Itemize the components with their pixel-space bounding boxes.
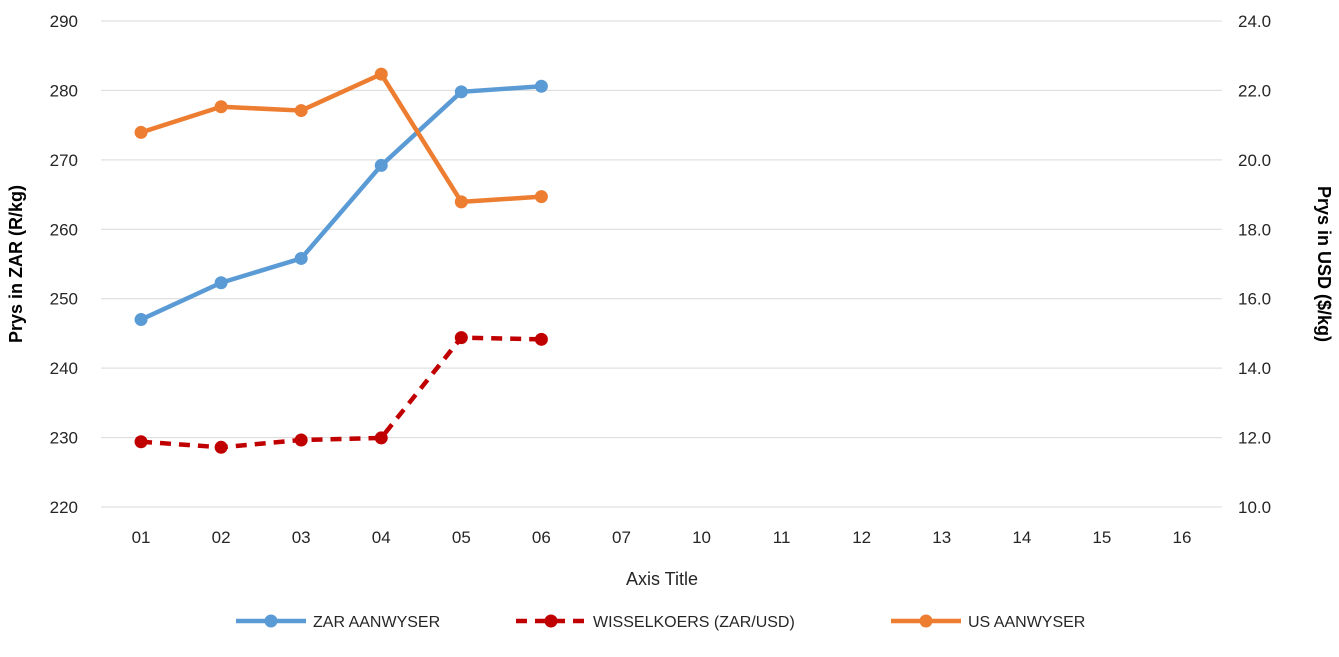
legend-label: US AANWYSER bbox=[968, 614, 1085, 631]
data-point bbox=[294, 104, 308, 118]
x-tick-label: 10 bbox=[692, 528, 711, 547]
y2-tick-label: 16.0 bbox=[1238, 290, 1271, 309]
y2-tick-label: 12.0 bbox=[1238, 429, 1271, 448]
data-point bbox=[454, 331, 468, 345]
data-point bbox=[214, 440, 228, 454]
x-axis-title: Axis Title bbox=[626, 569, 698, 589]
legend-item: ZAR AANWYSER bbox=[236, 614, 440, 631]
y-axis-left-ticks: 220 230 240 250 260 270 280 290 bbox=[50, 12, 78, 517]
legend-swatch-marker bbox=[264, 614, 278, 628]
data-point bbox=[374, 67, 388, 81]
y-axis-right-ticks: 10.0 12.0 14.0 16.0 18.0 20.0 22.0 24.0 bbox=[1238, 12, 1271, 517]
legend-label: ZAR AANWYSER bbox=[313, 614, 440, 631]
x-tick-label: 16 bbox=[1173, 528, 1192, 547]
data-point bbox=[454, 85, 468, 99]
x-tick-label: 02 bbox=[212, 528, 231, 547]
y2-tick-label: 22.0 bbox=[1238, 81, 1271, 100]
y-tick-label: 220 bbox=[50, 498, 78, 517]
series-wisselkoers-zar-usd bbox=[134, 331, 548, 454]
data-point bbox=[134, 435, 148, 449]
data-point bbox=[374, 431, 388, 445]
data-point bbox=[374, 158, 388, 172]
data-point bbox=[534, 190, 548, 204]
y2-tick-label: 10.0 bbox=[1238, 498, 1271, 517]
x-tick-label: 04 bbox=[372, 528, 391, 547]
legend: ZAR AANWYSER WISSELKOERS (ZAR/USD) US AANW… bbox=[236, 614, 1085, 631]
series-line bbox=[138, 71, 544, 205]
y-tick-label: 230 bbox=[50, 429, 78, 448]
y-tick-label: 280 bbox=[50, 81, 78, 100]
data-point bbox=[294, 433, 308, 447]
data-point bbox=[134, 125, 148, 139]
series-line bbox=[140, 335, 542, 450]
y-tick-label: 290 bbox=[50, 12, 78, 31]
y2-tick-label: 18.0 bbox=[1238, 220, 1271, 239]
y2-tick-label: 20.0 bbox=[1238, 151, 1271, 170]
data-point bbox=[214, 276, 228, 290]
data-point bbox=[454, 195, 468, 209]
series-us-aanwyser bbox=[134, 67, 548, 209]
x-tick-label: 14 bbox=[1012, 528, 1031, 547]
legend-item: US AANWYSER bbox=[891, 614, 1085, 631]
legend-label: WISSELKOERS (ZAR/USD) bbox=[593, 614, 795, 631]
data-point bbox=[294, 251, 308, 265]
y-tick-label: 260 bbox=[50, 220, 78, 239]
x-tick-label: 03 bbox=[292, 528, 311, 547]
series-layer bbox=[134, 67, 548, 454]
x-tick-label: 07 bbox=[612, 528, 631, 547]
data-point bbox=[214, 100, 228, 114]
y-tick-label: 250 bbox=[50, 290, 78, 309]
y-tick-label: 270 bbox=[50, 151, 78, 170]
x-axis-ticks: 01 02 03 04 05 06 07 10 11 12 13 14 15 16 bbox=[132, 528, 1192, 547]
y-axis-right-title: Prys in USD ($/kg) bbox=[1314, 186, 1334, 342]
series-line bbox=[138, 84, 544, 322]
legend-item: WISSELKOERS (ZAR/USD) bbox=[516, 614, 795, 631]
series-zar-aanwyser bbox=[134, 79, 548, 327]
x-tick-label: 15 bbox=[1092, 528, 1111, 547]
x-tick-label: 01 bbox=[132, 528, 151, 547]
x-tick-label: 13 bbox=[932, 528, 951, 547]
y2-tick-label: 14.0 bbox=[1238, 359, 1271, 378]
gridlines bbox=[101, 20, 1222, 508]
data-point bbox=[534, 79, 548, 93]
y-tick-label: 240 bbox=[50, 359, 78, 378]
x-tick-label: 11 bbox=[773, 528, 791, 547]
legend-swatch-marker bbox=[544, 614, 558, 628]
y2-tick-label: 24.0 bbox=[1238, 12, 1271, 31]
x-tick-label: 05 bbox=[452, 528, 471, 547]
x-tick-label: 12 bbox=[852, 528, 871, 547]
legend-swatch-marker bbox=[919, 614, 933, 628]
data-point bbox=[534, 332, 548, 346]
data-point bbox=[134, 313, 148, 327]
x-tick-label: 06 bbox=[532, 528, 551, 547]
y-axis-left-title: Prys in ZAR (R/kg) bbox=[6, 185, 26, 343]
